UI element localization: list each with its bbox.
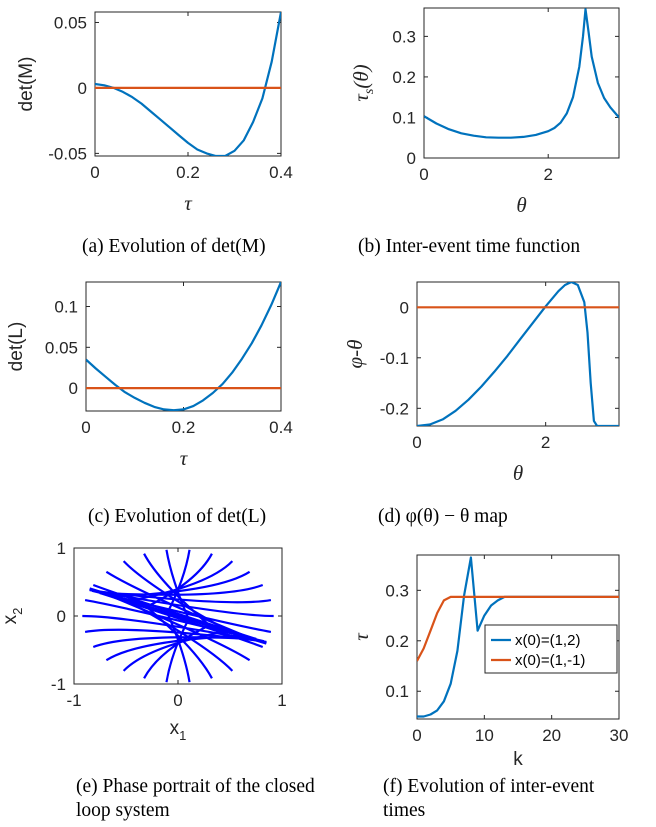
y-tick-label: -0.05 xyxy=(48,144,87,163)
trajectory-line xyxy=(105,634,245,662)
x-tick-label: 2 xyxy=(541,433,550,452)
trajectory-line xyxy=(105,570,245,637)
x-tick-label: 10 xyxy=(475,726,494,745)
plot-frame xyxy=(416,554,620,720)
trajectory-line xyxy=(111,570,251,598)
trajectory-line xyxy=(143,624,210,679)
caption-line: (e) Phase portrait of the closed xyxy=(76,776,315,797)
caption-line: loop system xyxy=(76,800,170,821)
y-axis-label: τ xyxy=(349,632,373,641)
panel-d: 0 2 -0.2 -0.1 0 θ φ-θ (d) φ(θ) − θ map xyxy=(343,281,620,527)
x-axis-label: τ xyxy=(184,191,193,215)
x-tick-label: 2 xyxy=(543,165,552,184)
x-tick-label: 0 xyxy=(90,163,99,182)
panel-e: -1 0 1 -1 0 1 x1 x2 (e) Phase portrait of the cl… xyxy=(0,539,315,821)
y-tick-label: 0 xyxy=(57,607,66,626)
x-axis-label: τ xyxy=(180,446,189,470)
x-tick-label: 30 xyxy=(610,726,629,745)
y-tick-label: -0.2 xyxy=(380,399,409,418)
caption: (c) Evolution of det(L) xyxy=(88,506,266,527)
trajectory-line xyxy=(146,553,213,608)
trajectory-line xyxy=(92,636,257,648)
series-line-0 xyxy=(86,282,281,411)
y-axis-label: φ-θ xyxy=(343,340,367,369)
trajectory-line xyxy=(166,549,191,614)
legend-label: x(0)=(1,-1) xyxy=(515,652,585,669)
series-line-0 xyxy=(424,8,619,139)
x-tick-label: 0 xyxy=(412,433,421,452)
plot-frame xyxy=(94,11,282,157)
series-line-0 xyxy=(95,12,281,156)
y-tick-label: 0.3 xyxy=(392,27,416,46)
plot-frame xyxy=(85,281,282,412)
y-tick-label: 0 xyxy=(69,379,78,398)
y-tick-label: 0.1 xyxy=(54,297,78,316)
x-axis-label: θ xyxy=(513,461,523,485)
plot-frame xyxy=(423,7,620,159)
y-tick-label: 1 xyxy=(57,539,66,558)
y-tick-label: 0.3 xyxy=(385,581,409,600)
x-axis-label: x1 xyxy=(170,718,187,743)
caption-line: (f) Evolution of inter-event xyxy=(383,776,595,797)
series-line-0 xyxy=(417,282,619,426)
panel-b: 0 2 0 0.1 0.2 0.3 θ τs(θ) (b) Inter-event time f… xyxy=(349,7,620,257)
attractor-line xyxy=(89,587,267,645)
y-axis-label: x2 xyxy=(0,608,25,625)
x-tick-label: 0.2 xyxy=(172,418,196,437)
y-tick-label: 0.05 xyxy=(45,338,78,357)
x-tick-label: 0 xyxy=(419,165,428,184)
y-axis-label: det(M) xyxy=(16,57,37,112)
y-tick-label: 0.1 xyxy=(385,682,409,701)
series-line-1 xyxy=(417,595,619,662)
legend-box xyxy=(484,624,618,674)
series-line-0 xyxy=(417,556,619,718)
x-tick-label: -1 xyxy=(66,691,81,710)
panel-f: 0 10 20 30 0.1 0.2 0.3 k τ x(0)=(1,2) x(0)=(1,-1) (… xyxy=(349,554,629,821)
trajectory-line xyxy=(99,584,264,596)
y-tick-label: -0.1 xyxy=(380,349,409,368)
caption: (a) Evolution of det(M) xyxy=(82,236,266,257)
x-tick-label: 0.4 xyxy=(269,163,293,182)
x-axis-label: θ xyxy=(516,193,526,217)
y-axis-label: τs(θ) xyxy=(349,64,377,101)
x-tick-label: 20 xyxy=(542,726,561,745)
y-tick-label: -1 xyxy=(51,675,66,694)
y-tick-label: 0.1 xyxy=(392,108,416,127)
y-tick-label: 0 xyxy=(400,298,409,317)
x-tick-label: 0 xyxy=(81,418,90,437)
trajectory-group xyxy=(82,549,274,683)
legend-label: x(0)=(1,2) xyxy=(515,632,580,649)
y-tick-label: 0.2 xyxy=(392,68,416,87)
x-axis-label: k xyxy=(513,749,523,770)
trajectory-line xyxy=(122,629,229,672)
panel-c: 0 0.2 0.4 0 0.05 0.1 τ det(L) (c) Evolution of d… xyxy=(6,281,293,527)
caption: (d) φ(θ) − θ map xyxy=(378,506,508,527)
x-tick-label: 0 xyxy=(412,726,421,745)
caption: (b) Inter-event time function xyxy=(358,236,580,257)
plot-frame xyxy=(416,281,620,427)
x-tick-label: 0.4 xyxy=(269,418,293,437)
x-tick-label: 1 xyxy=(277,691,286,710)
y-axis-label: det(L) xyxy=(6,322,27,372)
y-tick-label: 0 xyxy=(407,149,416,168)
y-tick-label: 0.2 xyxy=(385,632,409,651)
x-tick-label: 0 xyxy=(173,691,182,710)
caption-line: times xyxy=(383,800,425,821)
x-tick-label: 0.2 xyxy=(176,163,200,182)
trajectory-line xyxy=(165,618,190,683)
trajectory-line xyxy=(127,560,234,603)
y-tick-label: 0.05 xyxy=(54,13,87,32)
y-tick-label: 0 xyxy=(78,79,87,98)
trajectory-line xyxy=(111,595,251,662)
